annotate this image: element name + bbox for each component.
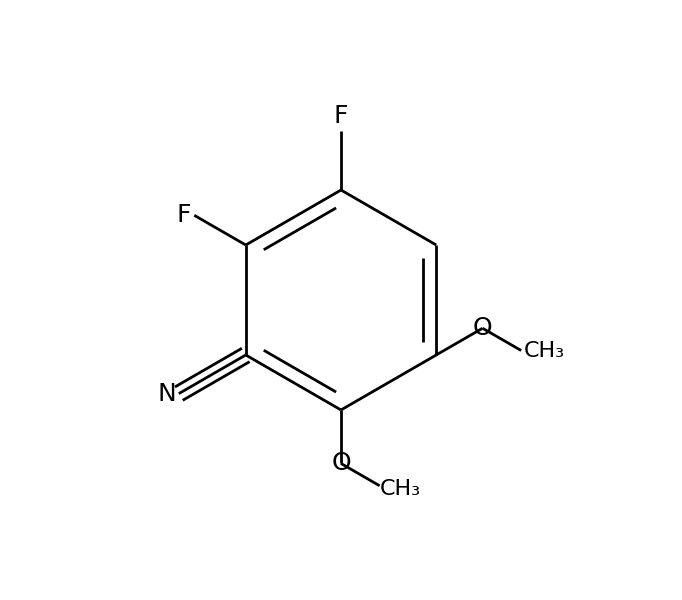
Text: N: N (157, 382, 176, 406)
Text: CH₃: CH₃ (380, 479, 421, 499)
Text: O: O (473, 316, 492, 340)
Text: CH₃: CH₃ (524, 341, 565, 361)
Text: F: F (177, 203, 192, 227)
Text: F: F (333, 104, 349, 128)
Text: O: O (331, 451, 351, 475)
